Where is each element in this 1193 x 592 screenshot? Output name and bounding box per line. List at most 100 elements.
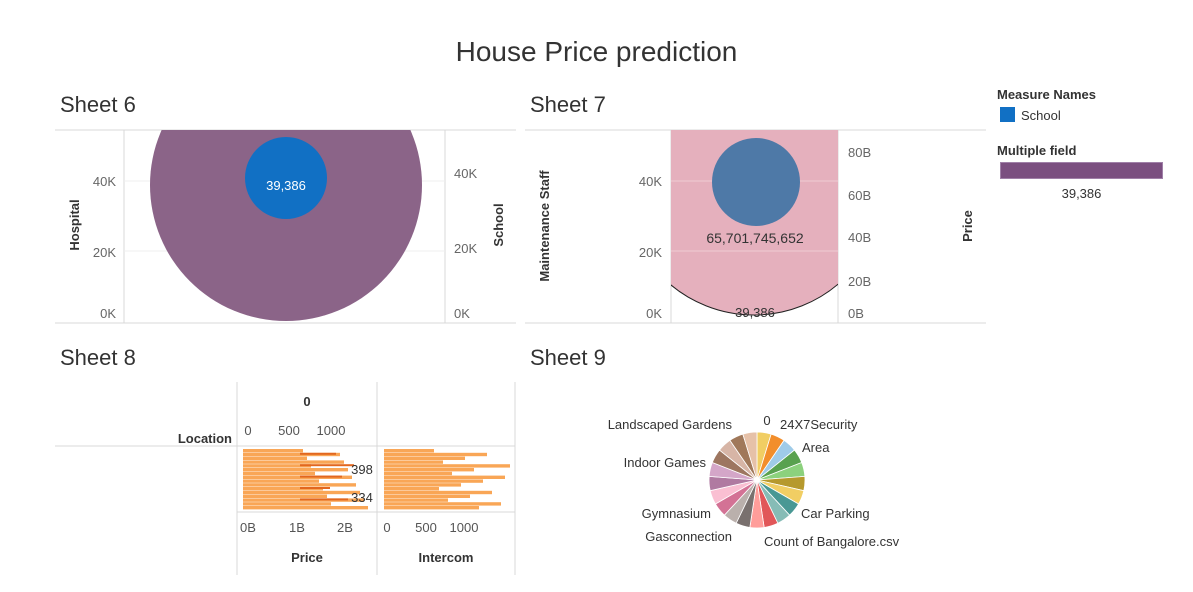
- sheet-7-price-circle[interactable]: [712, 138, 800, 226]
- sheet-6-right-tick: 0K: [454, 306, 470, 321]
- pie-label-gasconnection: Gasconnection: [645, 529, 732, 544]
- pie-label-indoor-games: Indoor Games: [624, 455, 707, 470]
- sheet-8-chart: 0 Location 0 500 1000 398 334 0B 1B 2B 0…: [55, 382, 516, 575]
- sheet-6-title: Sheet 6: [60, 92, 136, 117]
- sheet-8-top-header: 0: [303, 394, 310, 409]
- sheet-7-price-label: 65,701,745,652: [706, 230, 804, 246]
- sheet-6-ylabel-left: Hospital: [67, 199, 82, 250]
- sheet-8-intercom-bar[interactable]: [384, 460, 443, 464]
- sheet-7-right-tick: 60B: [848, 188, 871, 203]
- sheet-8-xlabel-intercom: Intercom: [419, 550, 474, 565]
- sheet-8-xlabel-price: Price: [291, 550, 323, 565]
- sheet-8-row-label: Location: [178, 431, 232, 446]
- dashboard-title: House Price prediction: [455, 36, 738, 67]
- sheet-8-price-tick: 1B: [289, 520, 305, 535]
- sheet-7-title: Sheet 7: [530, 92, 606, 117]
- sheet-8-price-bar[interactable]: [243, 483, 356, 487]
- legend-multiple-field-bar: [1000, 162, 1163, 179]
- sheet-8-price-bar[interactable]: [243, 449, 303, 453]
- sheet-8-price-bar[interactable]: [243, 479, 319, 483]
- sheet-6-right-tick: 40K: [454, 166, 477, 181]
- sheet-8-intercom-bar[interactable]: [384, 452, 487, 457]
- pie-label-car-parking: Car Parking: [801, 506, 870, 521]
- sheet-8-intercom-bar[interactable]: [384, 490, 492, 495]
- sheet-6-ylabel-right: School: [491, 203, 506, 246]
- sheet-8-intercom-bar[interactable]: [384, 479, 483, 483]
- sheet-8-intercom-tick: 500: [415, 520, 437, 535]
- sheet-8-price-bar[interactable]: [243, 506, 368, 510]
- sheet-7-left-tick: 20K: [639, 245, 662, 260]
- sheet-8-price-bar-overlay[interactable]: [300, 464, 354, 467]
- sheet-6-chart: 39,386 0K 20K 40K 0K 20K 40K Hospital Sc…: [55, 49, 516, 324]
- sheet-8-intercom-bar[interactable]: [384, 498, 448, 502]
- sheet-8-intercom-bar[interactable]: [384, 471, 452, 476]
- sheet-8-price-bar-overlay[interactable]: [300, 498, 348, 501]
- sheet-7-right-tick: 0B: [848, 306, 864, 321]
- sheet-8-bar-label: 398: [351, 462, 373, 477]
- sheet-8-intercom-bar[interactable]: [384, 468, 474, 472]
- sheet-8-price-bar[interactable]: [243, 471, 315, 476]
- sheet-8-intercom-bars: [384, 449, 510, 510]
- sheet-7-right-tick: 20B: [848, 274, 871, 289]
- sheet-8-price-bar-overlay[interactable]: [300, 475, 342, 478]
- sheet-7-right-tick: 40B: [848, 230, 871, 245]
- sheet-8-price-bar-overlay[interactable]: [300, 452, 336, 455]
- sheet-8-price-bar[interactable]: [243, 468, 348, 472]
- sheet-6-multiple-field-circle[interactable]: [150, 49, 422, 321]
- sheet-8-price-bar[interactable]: [243, 475, 352, 479]
- sheet-7-chart: 65,701,745,652 39,386 0K 20K 40K 0B 20B …: [525, 129, 986, 324]
- sheet-8-price-bar-overlay[interactable]: [300, 487, 330, 489]
- sheet-8-intercom-bar[interactable]: [384, 502, 501, 506]
- sheet-8-price-bar[interactable]: [243, 452, 340, 457]
- sheet-7-maintenance-label: 39,386: [735, 305, 775, 320]
- sheet-8-top-tick: 0: [244, 423, 251, 438]
- sheet-6-school-circle[interactable]: [245, 137, 327, 219]
- sheet-8-price-bar[interactable]: [243, 502, 331, 506]
- sheet-8-price-bar[interactable]: [243, 460, 344, 464]
- pie-label-0: 0: [763, 413, 770, 428]
- pie-label-24x7security: 24X7Security: [780, 417, 858, 432]
- sheet-6-left-tick: 0K: [100, 306, 116, 321]
- sheet-8-price-bar[interactable]: [243, 464, 311, 468]
- sheet-7-ylabel-right: Price: [960, 210, 975, 242]
- sheet-9-title: Sheet 9: [530, 345, 606, 370]
- pie-label-landscaped-gardens: Landscaped Gardens: [608, 417, 733, 432]
- sheet-8-intercom-bar[interactable]: [384, 475, 505, 479]
- sheet-8-intercom-bar[interactable]: [384, 464, 510, 468]
- pie-slice[interactable]: [742, 431, 758, 481]
- sheet-8-price-tick: 0B: [240, 520, 256, 535]
- sheet-8-intercom-tick: 0: [383, 520, 390, 535]
- sheet-6-school-label: 39,386: [266, 178, 306, 193]
- sheet-8-intercom-bar[interactable]: [384, 456, 465, 460]
- sheet-8-bar-label: 334: [351, 490, 373, 505]
- sheet-8-price-tick: 2B: [337, 520, 353, 535]
- legend-school-swatch[interactable]: [1000, 107, 1015, 122]
- sheet-8-top-tick: 500: [278, 423, 300, 438]
- sheet-8-title: Sheet 8: [60, 345, 136, 370]
- sheet-9-pie[interactable]: [708, 431, 806, 529]
- sheet-6-left-tick: 20K: [93, 245, 116, 260]
- sheet-8-price-bar[interactable]: [243, 487, 323, 491]
- sheet-6-left-tick: 40K: [93, 174, 116, 189]
- sheet-7-ylabel-left: Maintenance Staff: [537, 170, 552, 282]
- sheet-8-price-bar[interactable]: [243, 490, 360, 495]
- pie-label-count: Count of Bangalore.csv: [764, 534, 900, 549]
- sheet-8-intercom-bar[interactable]: [384, 506, 479, 510]
- sheet-8-intercom-bar[interactable]: [384, 483, 461, 487]
- sheet-8-intercom-bar[interactable]: [384, 487, 439, 491]
- sheet-6-right-tick: 20K: [454, 241, 477, 256]
- sheet-8-price-bars: [243, 449, 368, 510]
- sheet-8-top-tick: 1000: [317, 423, 346, 438]
- pie-label-gymnasium: Gymnasium: [642, 506, 711, 521]
- sheet-8-price-bar[interactable]: [243, 456, 307, 460]
- legend-multiple-field-title: Multiple field: [997, 143, 1077, 158]
- legend-school-label[interactable]: School: [1021, 108, 1061, 123]
- sheet-8-intercom-tick: 1000: [450, 520, 479, 535]
- sheet-8-price-bar[interactable]: [243, 494, 327, 498]
- legend-multiple-field-value: 39,386: [1061, 186, 1102, 201]
- sheet-8-intercom-bar[interactable]: [384, 449, 434, 453]
- sheet-7-right-tick: 80B: [848, 145, 871, 160]
- sheet-8-intercom-bar[interactable]: [384, 494, 470, 498]
- sheet-9-chart: 0 24X7Security Area Car Parking Count of…: [608, 413, 900, 549]
